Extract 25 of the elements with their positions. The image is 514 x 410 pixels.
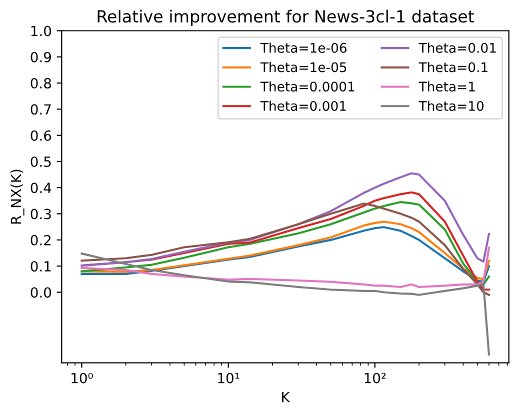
legend-label: Theta=0.0001 (260, 81, 354, 92)
y-tick-label: 0.2 (30, 234, 51, 246)
y-tick-label: 0.8 (30, 78, 52, 89)
y-tick-label: 0.3 (30, 208, 51, 220)
y-tick-label: 1.0 (31, 26, 52, 36)
y-tick-label: 0.5 (30, 156, 51, 167)
y-tick-label: 0.0 (30, 287, 52, 298)
x-axis-title: K (282, 392, 290, 402)
legend-label: Theta=1 (418, 81, 475, 92)
y-tick-label: 0.7 (30, 104, 51, 115)
y-tick-label: 0.9 (30, 52, 51, 62)
x-tick-label: 10¹ (218, 372, 240, 384)
legend-label: Theta=0.1 (418, 62, 488, 72)
y-axis-title: R_NX(K) (10, 170, 24, 224)
x-tick-label: 10² (364, 372, 386, 384)
legend-label: Theta=0.01 (418, 42, 496, 53)
y-tick-label: 0.4 (30, 182, 52, 194)
y-tick-label: 0.6 (30, 130, 52, 141)
legend-label: Theta=1e-05 (260, 62, 346, 72)
y-tick-label: 0.1 (30, 261, 51, 272)
legend-label: Theta=0.001 (260, 100, 346, 111)
legend-label: Theta=10 (418, 100, 484, 111)
chart-title: Relative improvement for News-3cl-1 dataset (98, 10, 474, 26)
legend-label: Theta=1e-06 (260, 42, 346, 53)
x-tick-label: 10⁰ (72, 372, 93, 384)
